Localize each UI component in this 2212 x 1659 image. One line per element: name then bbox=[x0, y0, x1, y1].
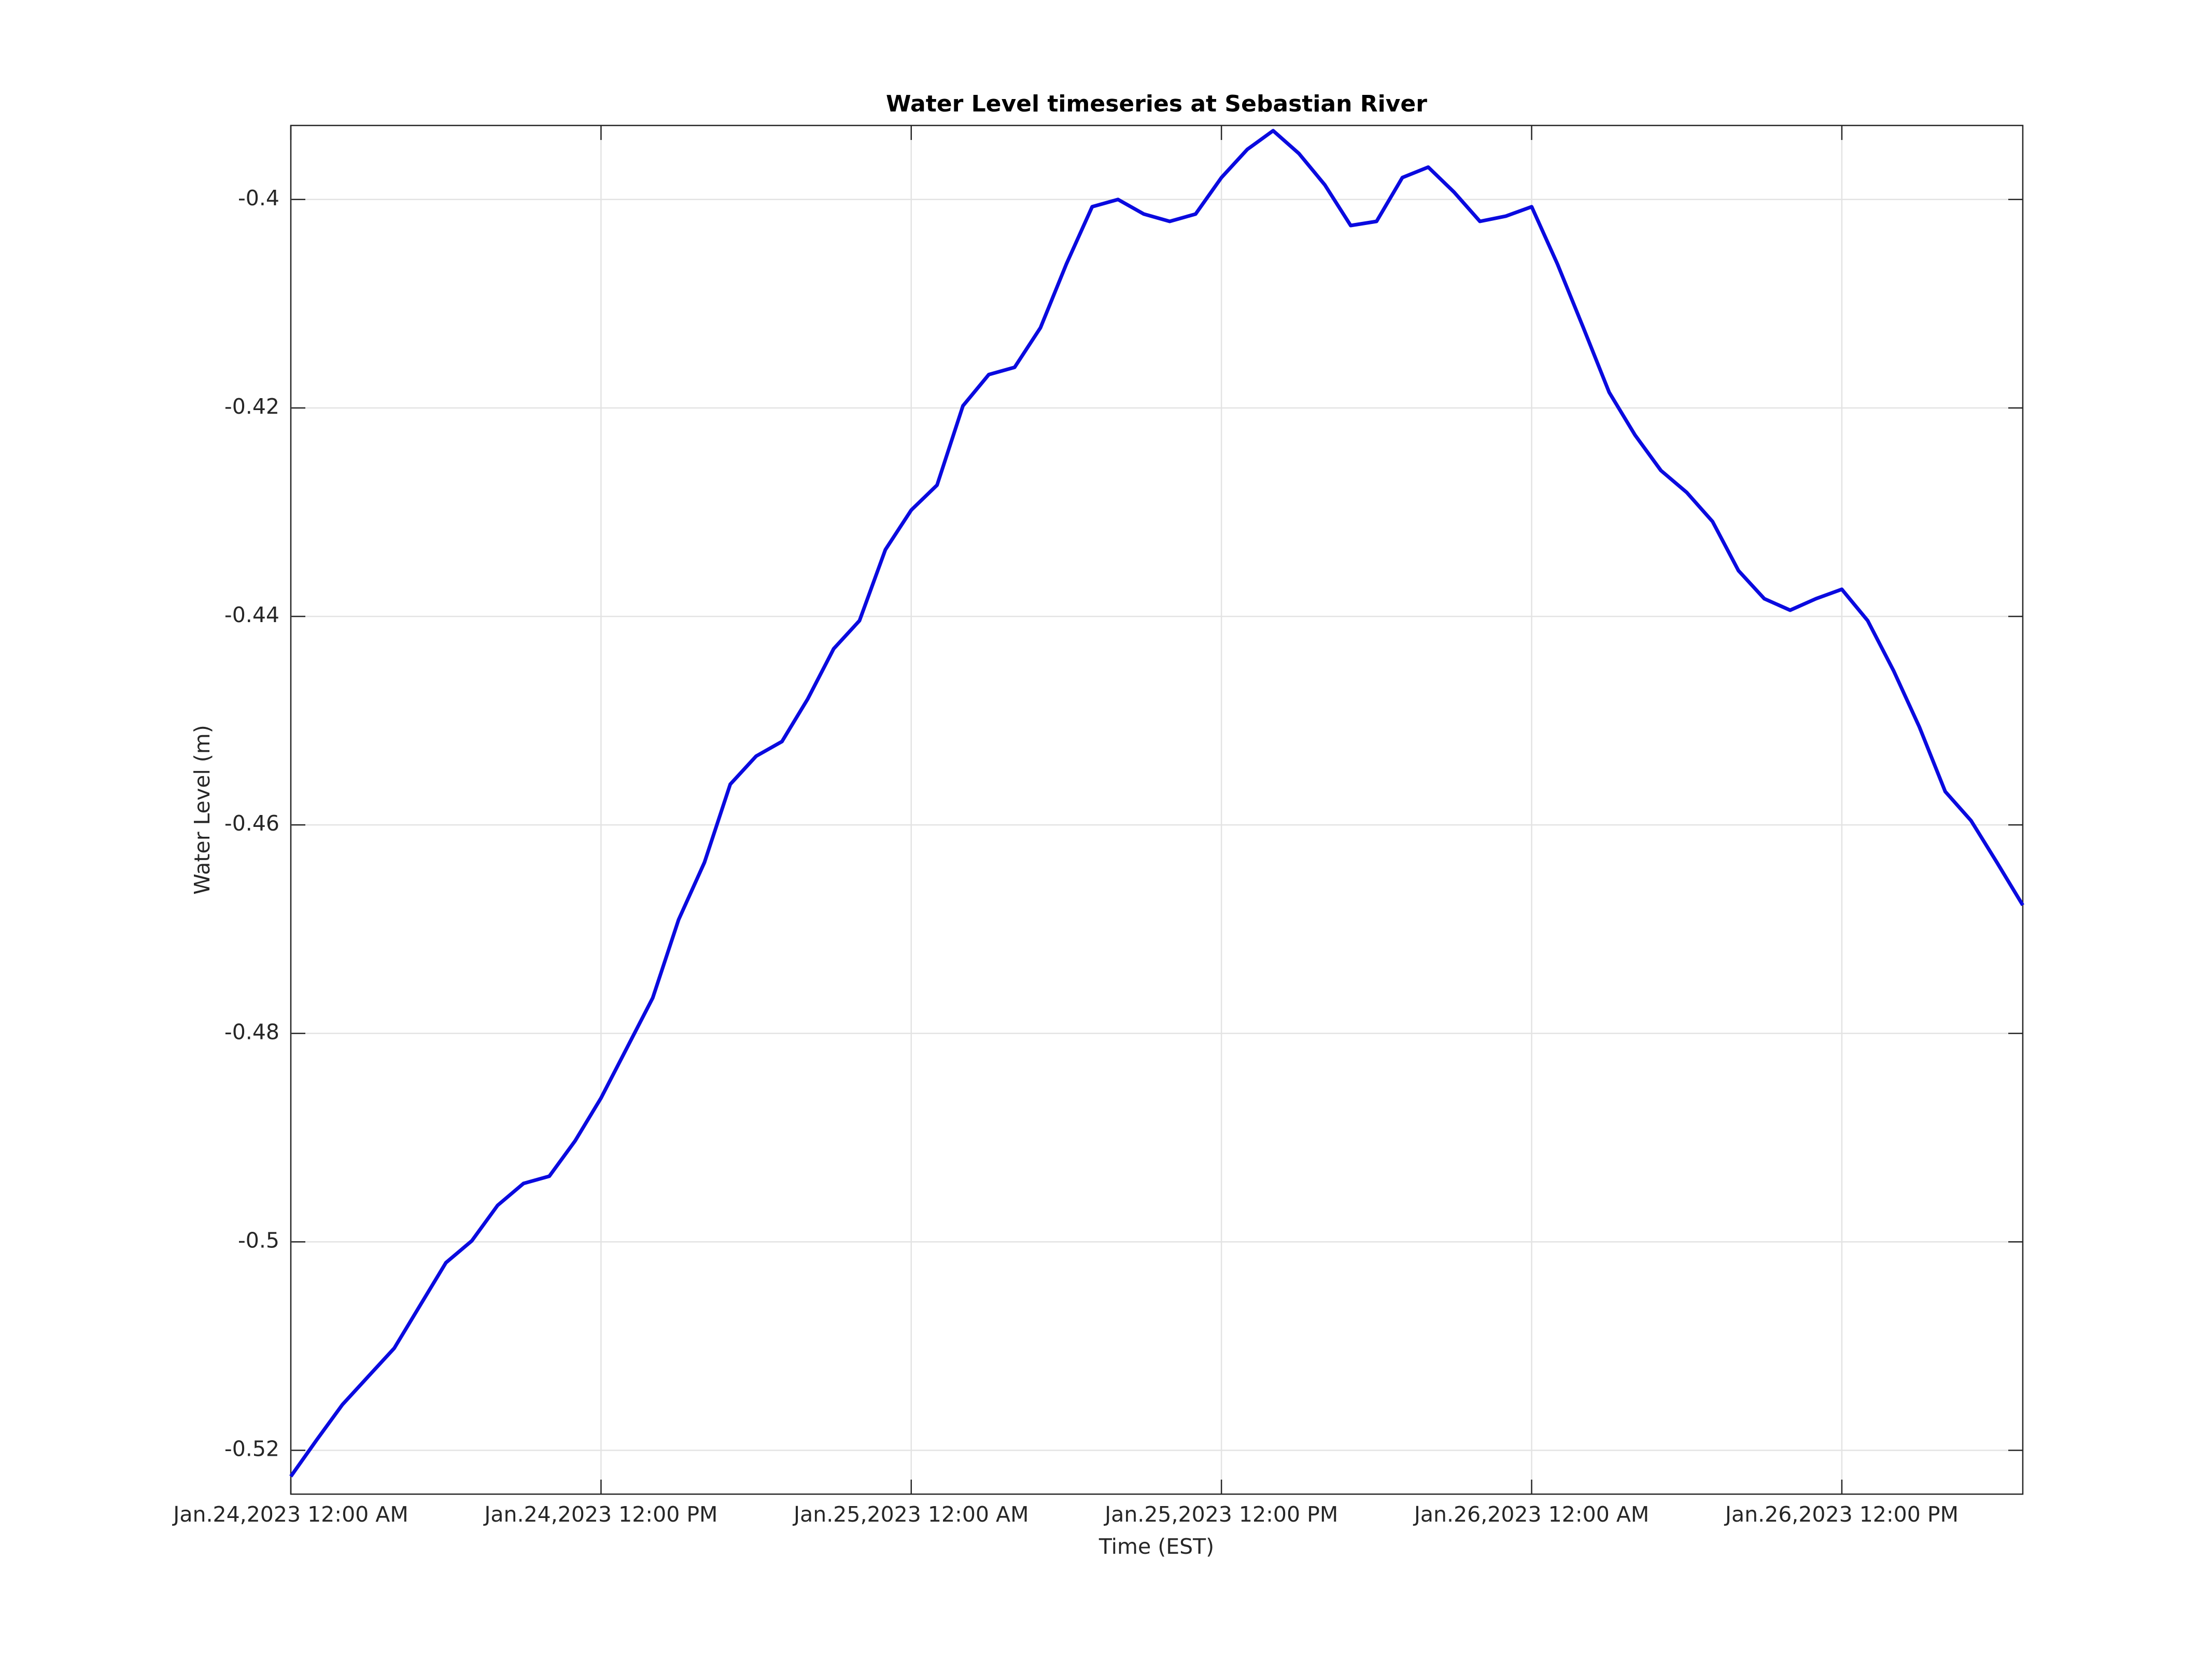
x-tick-label: Jan.24,2023 12:00 AM bbox=[172, 1502, 408, 1527]
y-tick-label: -0.5 bbox=[238, 1228, 279, 1253]
x-tick-label: Jan.25,2023 12:00 PM bbox=[1103, 1502, 1338, 1527]
y-tick-label: -0.44 bbox=[224, 602, 279, 627]
y-tick-label: -0.4 bbox=[238, 186, 279, 210]
x-tick-label: Jan.26,2023 12:00 AM bbox=[1413, 1502, 1649, 1527]
x-axis-label: Time (EST) bbox=[1098, 1534, 1214, 1559]
y-tick-label: -0.42 bbox=[224, 394, 279, 419]
y-axis-label: Water Level (m) bbox=[190, 725, 215, 894]
x-tick-label: Jan.26,2023 12:00 PM bbox=[1724, 1502, 1959, 1527]
x-tick-label: Jan.25,2023 12:00 AM bbox=[792, 1502, 1028, 1527]
y-tick-label: -0.46 bbox=[224, 811, 279, 836]
x-tick-label: Jan.24,2023 12:00 PM bbox=[483, 1502, 717, 1527]
data-line bbox=[289, 129, 2024, 1478]
chart-title: Water Level timeseries at Sebastian Rive… bbox=[886, 91, 1427, 117]
plot-frame bbox=[290, 124, 2024, 1495]
y-tick-label: -0.52 bbox=[224, 1437, 279, 1461]
y-tick-label: -0.48 bbox=[224, 1019, 279, 1044]
